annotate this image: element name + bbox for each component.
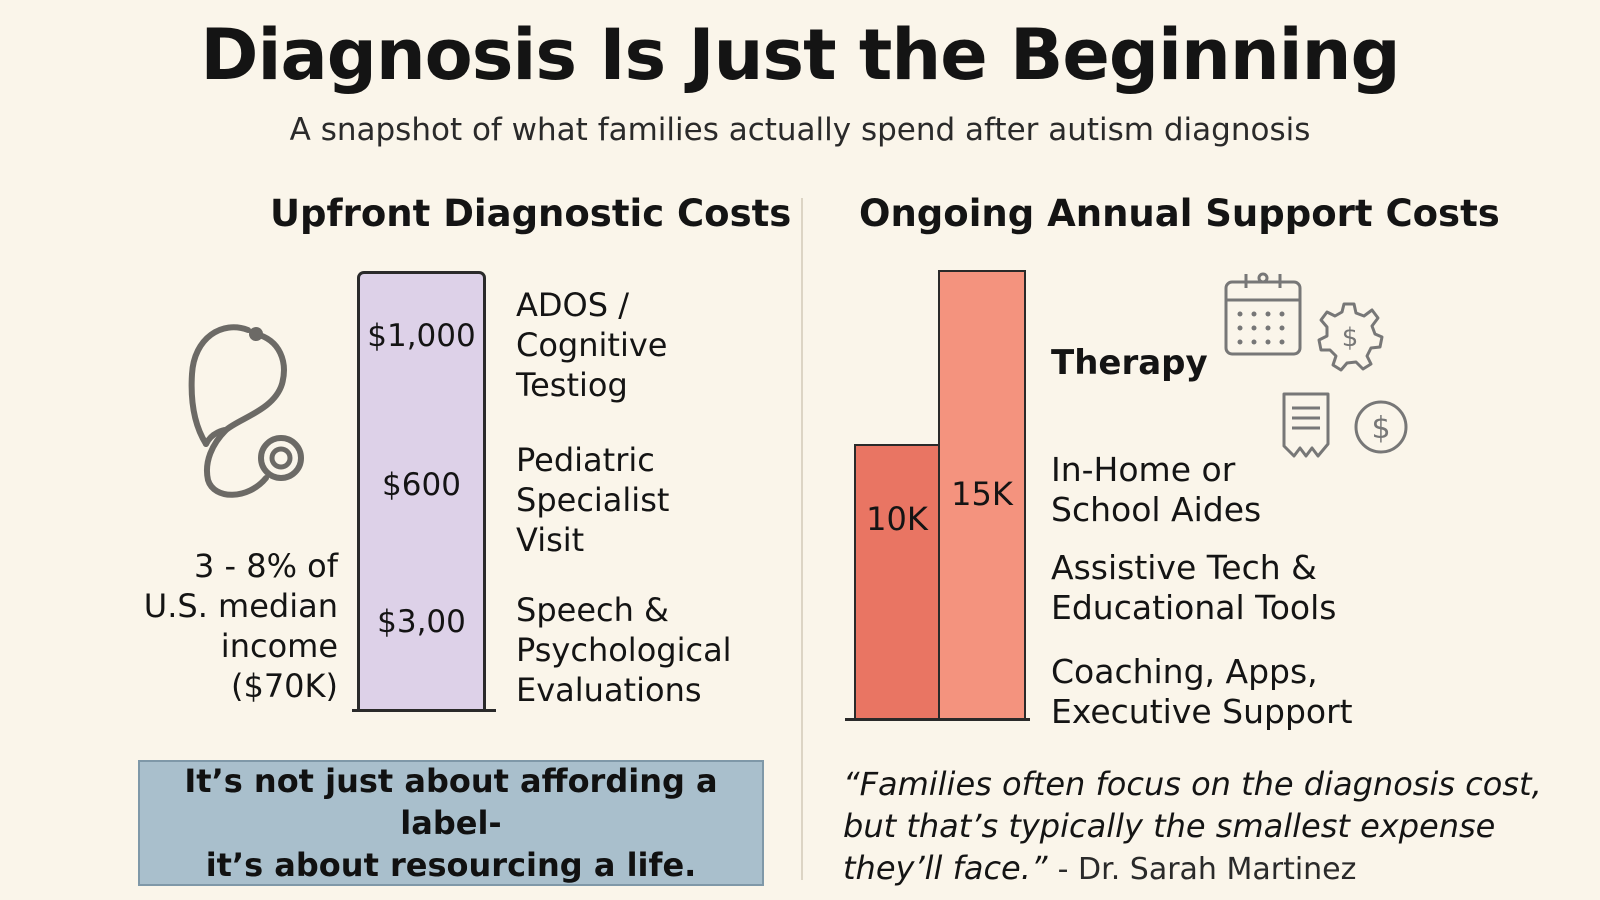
label-pediatric-visit: Pediatric Specialist Visit: [516, 441, 670, 559]
bar-15k: [938, 270, 1026, 719]
label-coaching: Coaching, Apps, Executive Support: [1051, 652, 1353, 731]
bar-label-10k: 10K: [866, 500, 928, 538]
receipt-icon: [1282, 392, 1330, 458]
section-divider: [801, 198, 803, 880]
annual-costs-heading: Ongoing Annual Support Costs: [859, 192, 1500, 235]
calendar-icon: [1224, 272, 1302, 356]
dollar-coin-icon: $: [1354, 400, 1408, 454]
bar-10k: [854, 444, 940, 719]
bar-label-15k: 15K: [951, 475, 1013, 513]
bar-baseline: [352, 709, 496, 712]
svg-text:$: $: [1371, 411, 1390, 446]
quote-attribution: - Dr. Sarah Martinez: [1057, 852, 1357, 887]
page-title: Diagnosis Is Just the Beginning: [200, 14, 1400, 96]
label-therapy: Therapy: [1051, 343, 1208, 383]
label-ados-testing: ADOS / Cognitive Testiog: [516, 286, 668, 404]
expert-quote: “Families often focus on the diagnosis c…: [843, 763, 1583, 891]
quote-body: “Families often focus on the diagnosis c…: [843, 765, 1542, 887]
page-subtitle: A snapshot of what families actually spe…: [289, 112, 1311, 148]
callout-box: It’s not just about affording a label- i…: [138, 760, 764, 886]
svg-text:$: $: [1342, 323, 1359, 353]
stethoscope-icon: [188, 324, 304, 498]
diagnostic-cost-bar: [357, 271, 486, 709]
bar-value-evaluations: $3,00: [377, 604, 466, 640]
label-evaluations: Speech & Psychological Evaluations: [516, 591, 732, 709]
callout-text: It’s not just about affording a label- i…: [184, 762, 718, 884]
median-income-note: 3 - 8% of U.S. median income ($70K): [143, 547, 338, 705]
gear-dollar-icon: $: [1317, 302, 1384, 372]
bar-value-ados: $1,000: [367, 318, 476, 354]
label-aides: In-Home or School Aides: [1051, 450, 1262, 529]
upfront-costs-heading: Upfront Diagnostic Costs: [270, 192, 792, 235]
right-bar-baseline: [845, 718, 1030, 721]
bar-value-pediatric: $600: [382, 467, 461, 503]
label-assistive-tech: Assistive Tech & Educational Tools: [1051, 548, 1337, 627]
